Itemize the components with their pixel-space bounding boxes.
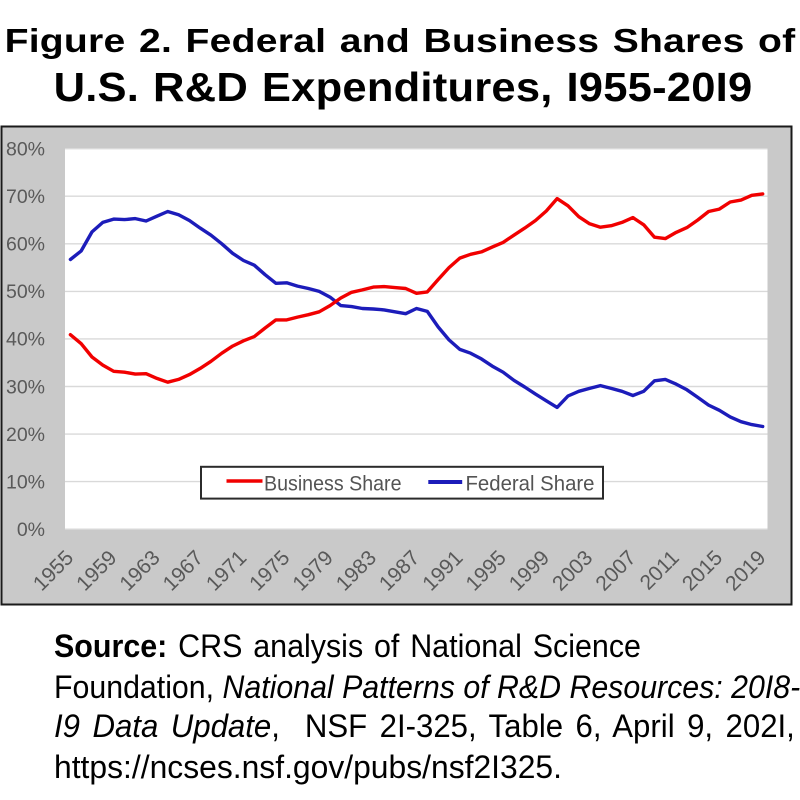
svg-text:40%: 40% [6,329,45,351]
svg-text:80%: 80% [6,139,45,161]
svg-text:10%: 10% [6,471,45,493]
svg-text:60%: 60% [6,234,45,256]
svg-text:20%: 20% [6,424,45,446]
svg-text:Business Share: Business Share [264,472,402,495]
svg-text:Federal Share: Federal Share [466,472,595,495]
svg-text:50%: 50% [6,281,45,303]
svg-text:0%: 0% [17,519,45,541]
svg-text:70%: 70% [6,186,45,208]
svg-text:30%: 30% [6,376,45,398]
